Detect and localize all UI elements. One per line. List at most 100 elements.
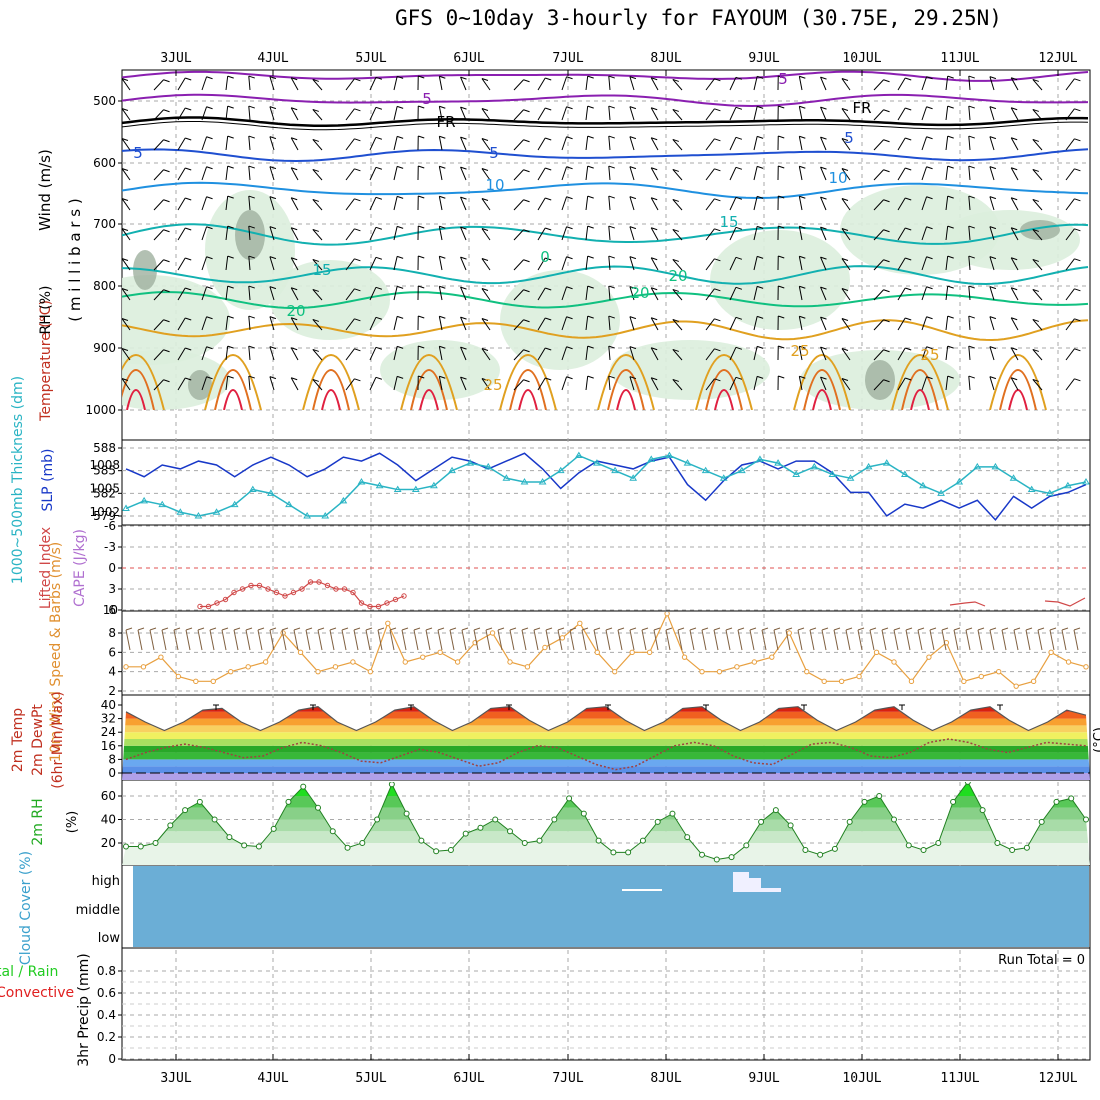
wind-barb-flag [375, 316, 383, 320]
wind-barb-flag [460, 376, 467, 380]
wind-barb [481, 168, 491, 181]
wind-barb-flag [608, 105, 615, 109]
wind-barb-flag [269, 286, 277, 290]
contour-label: 25 [483, 376, 502, 394]
li-point [222, 596, 229, 603]
y-tick-label: 6 [108, 645, 116, 659]
wind-barb-flag [608, 375, 615, 379]
li-point [392, 596, 399, 603]
wind-barb-flag [481, 378, 489, 382]
rh2m-point [772, 807, 779, 814]
li-point [273, 589, 280, 596]
wind-barb-flag [481, 348, 489, 352]
wind10-barb [821, 629, 827, 651]
wind-barb-flag [608, 315, 615, 319]
wind-barb-flag [248, 375, 255, 379]
isotherm-30-loop [597, 354, 655, 410]
y-tick-label: 800 [93, 279, 116, 293]
li-point [358, 600, 365, 606]
wind-barb [921, 136, 928, 151]
wind-barb-flag [312, 168, 319, 172]
wind10-point [210, 678, 216, 685]
wind-barb-flag [799, 75, 806, 79]
rh2m-point [137, 843, 144, 850]
wind-barb-flag [629, 166, 637, 170]
wind-barb [312, 259, 323, 271]
isotherm-35-loop [803, 369, 841, 410]
contour-label: FR [436, 113, 455, 131]
wind-barb [460, 226, 467, 241]
wind-barb [537, 317, 546, 331]
wind10-barb-flag [125, 627, 133, 631]
cloud-level-label: high [92, 874, 120, 889]
wind-barb [312, 349, 323, 361]
wind-barb [122, 198, 131, 211]
wind-barb-flag [418, 345, 425, 349]
wind-barb [1032, 169, 1043, 181]
wind-barb [312, 379, 323, 391]
wind10-point [524, 664, 531, 670]
wind-barb [225, 316, 229, 331]
rh2m-point [861, 798, 868, 805]
wind-barb [705, 198, 715, 211]
wind-barb-flag [523, 199, 530, 203]
li-point [307, 579, 314, 585]
wind-barb-flag [841, 348, 849, 352]
thickness-point [212, 508, 221, 515]
wind-barb-flag [608, 345, 615, 349]
thickness-point [448, 466, 456, 474]
wind-barb [312, 289, 323, 301]
rh-shade-dark [865, 360, 895, 400]
wind-barb [1065, 228, 1075, 241]
rh2m-point [625, 849, 632, 856]
wind-barb [438, 286, 443, 301]
wind-barb-flag [629, 346, 637, 350]
wind-barb [248, 166, 251, 181]
wind-barb [629, 76, 635, 91]
wind-barb-flag [905, 287, 912, 291]
wind-barb-flag [248, 255, 255, 259]
wind-barb-flag [566, 76, 573, 80]
wind10-barb-flag [293, 627, 301, 631]
li-point [256, 582, 263, 589]
wind-barb [177, 77, 186, 91]
wind-barb [608, 226, 611, 241]
wind-barb-flag [566, 346, 573, 350]
wind-barb [841, 108, 851, 121]
top-day-label: 4JUL [257, 51, 288, 66]
rh2m-point [359, 840, 366, 846]
wind-barb-flag [227, 375, 234, 379]
wind10-barb-flag [593, 627, 601, 631]
wind10-barb [197, 629, 203, 651]
wind-barb-flag [905, 107, 912, 111]
wind10-barb-flag [1013, 627, 1021, 631]
wind-barb [820, 196, 827, 211]
wind-barb-flag [968, 165, 975, 169]
wind-barb-flag [629, 76, 637, 80]
wind-barb-flag [1032, 318, 1039, 322]
wind-barb [989, 346, 995, 361]
wind-barb-flag [672, 108, 679, 112]
wind-barb [393, 106, 398, 121]
wind-barb [153, 169, 164, 181]
y-tick-label: 4 [108, 665, 116, 679]
wind-barb-flag [1032, 138, 1039, 142]
wind-barb-flag [968, 75, 975, 79]
wind10-barb-flag [185, 627, 193, 631]
wind-barb-flag [926, 196, 933, 200]
wind-barb [201, 196, 208, 211]
wind-barb [672, 379, 683, 391]
wind-barb-flag [883, 139, 890, 143]
wind-barb [968, 166, 971, 181]
wind-barb [798, 256, 803, 271]
cloud-high-4 [761, 888, 781, 892]
slp-tick-label: 1005 [89, 482, 120, 496]
bottom-day-label: 7JUL [552, 1071, 583, 1086]
rh2m-point [639, 837, 646, 844]
wind-barb-flag [523, 319, 530, 323]
wind-barb-flag [905, 317, 912, 321]
wind-barb [561, 316, 568, 331]
wind-barb [921, 226, 928, 241]
wind-barb-flag [460, 346, 467, 350]
wind10-barb-flag [1073, 627, 1081, 631]
